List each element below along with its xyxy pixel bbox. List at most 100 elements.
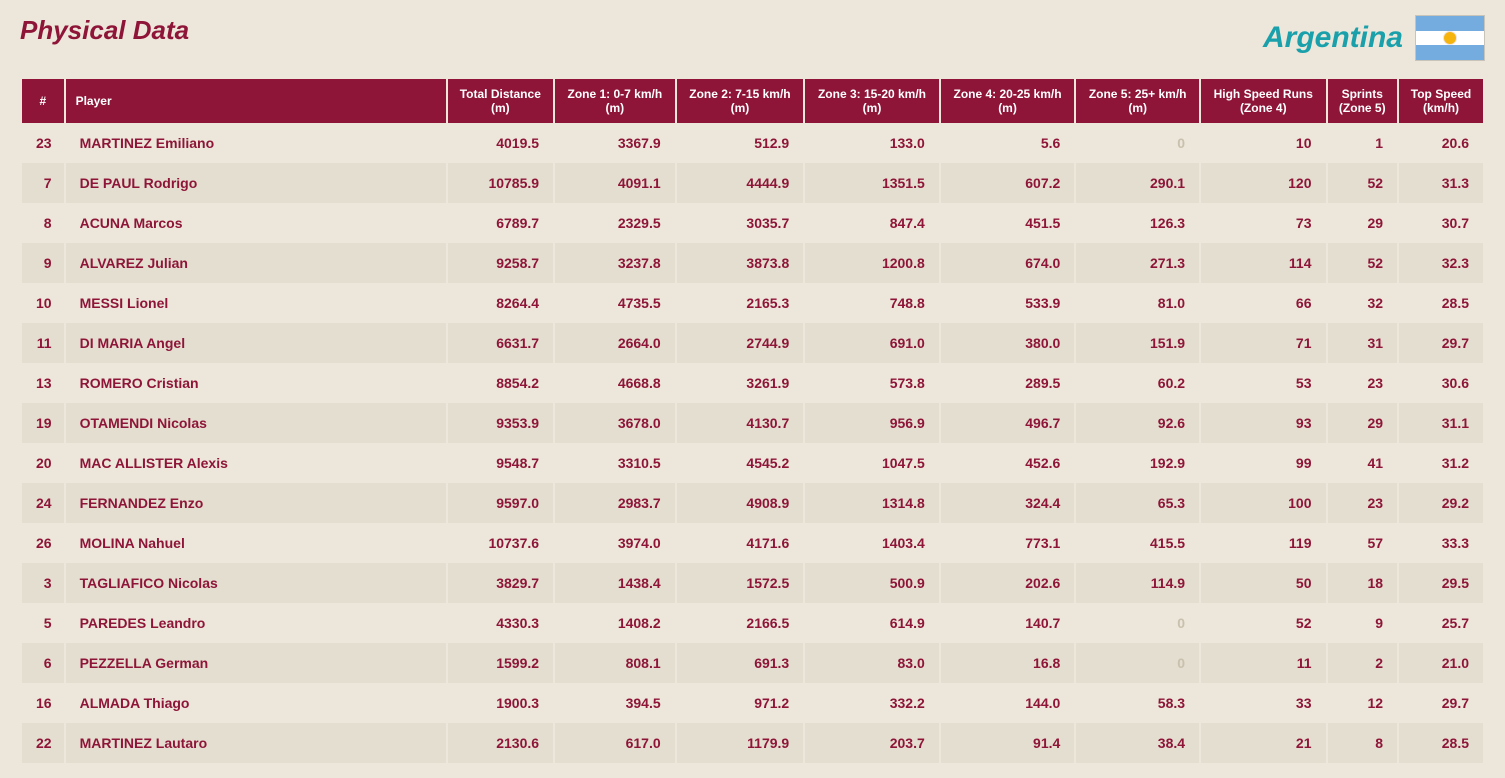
cell-hsr: 50 [1201, 563, 1325, 603]
cell-z1: 2983.7 [555, 483, 675, 523]
cell-z3: 332.2 [805, 683, 939, 723]
cell-z2: 691.3 [677, 643, 804, 683]
cell-total: 10785.9 [448, 163, 553, 203]
cell-player: DE PAUL Rodrigo [66, 163, 446, 203]
cell-player: FERNANDEZ Enzo [66, 483, 446, 523]
table-row: 5PAREDES Leandro4330.31408.22166.5614.91… [22, 603, 1483, 643]
table-row: 7DE PAUL Rodrigo10785.94091.14444.91351.… [22, 163, 1483, 203]
table-header: #PlayerTotal Distance(m)Zone 1: 0-7 km/h… [22, 79, 1483, 123]
cell-z3: 956.9 [805, 403, 939, 443]
cell-z2: 1179.9 [677, 723, 804, 763]
cell-z4: 324.4 [941, 483, 1075, 523]
cell-top: 21.0 [1399, 643, 1483, 683]
column-header-player: Player [66, 79, 446, 123]
cell-z1: 808.1 [555, 643, 675, 683]
flag-icon [1415, 15, 1485, 61]
cell-player: PAREDES Leandro [66, 603, 446, 643]
cell-z5: 65.3 [1076, 483, 1199, 523]
cell-z2: 2166.5 [677, 603, 804, 643]
cell-num: 16 [22, 683, 64, 723]
cell-z4: 674.0 [941, 243, 1075, 283]
column-header-z4: Zone 4: 20-25 km/h(m) [941, 79, 1075, 123]
cell-hsr: 21 [1201, 723, 1325, 763]
cell-num: 10 [22, 283, 64, 323]
cell-num: 6 [22, 643, 64, 683]
cell-sprints: 18 [1328, 563, 1398, 603]
cell-sprints: 29 [1328, 403, 1398, 443]
cell-z1: 3237.8 [555, 243, 675, 283]
cell-z5: 151.9 [1076, 323, 1199, 363]
cell-num: 9 [22, 243, 64, 283]
cell-sprints: 52 [1328, 163, 1398, 203]
cell-z4: 451.5 [941, 203, 1075, 243]
cell-sprints: 8 [1328, 723, 1398, 763]
cell-z5: 60.2 [1076, 363, 1199, 403]
cell-hsr: 114 [1201, 243, 1325, 283]
cell-hsr: 99 [1201, 443, 1325, 483]
cell-num: 5 [22, 603, 64, 643]
cell-z5: 114.9 [1076, 563, 1199, 603]
cell-num: 20 [22, 443, 64, 483]
cell-z3: 500.9 [805, 563, 939, 603]
cell-total: 4330.3 [448, 603, 553, 643]
column-header-sprints: Sprints(Zone 5) [1328, 79, 1398, 123]
cell-sprints: 52 [1328, 243, 1398, 283]
cell-z1: 4668.8 [555, 363, 675, 403]
cell-num: 13 [22, 363, 64, 403]
cell-z5: 58.3 [1076, 683, 1199, 723]
cell-z3: 1200.8 [805, 243, 939, 283]
cell-top: 29.5 [1399, 563, 1483, 603]
cell-z2: 971.2 [677, 683, 804, 723]
cell-player: ROMERO Cristian [66, 363, 446, 403]
cell-total: 6631.7 [448, 323, 553, 363]
cell-z1: 394.5 [555, 683, 675, 723]
cell-hsr: 100 [1201, 483, 1325, 523]
cell-top: 29.7 [1399, 683, 1483, 723]
table-row: 16ALMADA Thiago1900.3394.5971.2332.2144.… [22, 683, 1483, 723]
cell-z5: 0 [1076, 603, 1199, 643]
cell-z5: 0 [1076, 123, 1199, 163]
cell-sprints: 2 [1328, 643, 1398, 683]
column-header-top: Top Speed(km/h) [1399, 79, 1483, 123]
cell-z1: 4091.1 [555, 163, 675, 203]
cell-z2: 4545.2 [677, 443, 804, 483]
table-row: 11DI MARIA Angel6631.72664.02744.9691.03… [22, 323, 1483, 363]
table-row: 8ACUNA Marcos6789.72329.53035.7847.4451.… [22, 203, 1483, 243]
cell-z2: 2744.9 [677, 323, 804, 363]
table-row: 6PEZZELLA German1599.2808.1691.383.016.8… [22, 643, 1483, 683]
table-row: 19OTAMENDI Nicolas9353.93678.04130.7956.… [22, 403, 1483, 443]
cell-num: 23 [22, 123, 64, 163]
cell-z4: 380.0 [941, 323, 1075, 363]
cell-player: MARTINEZ Lautaro [66, 723, 446, 763]
cell-z3: 691.0 [805, 323, 939, 363]
cell-z2: 4908.9 [677, 483, 804, 523]
report-header: Physical Data Argentina [20, 15, 1485, 61]
cell-total: 9548.7 [448, 443, 553, 483]
cell-z5: 0 [1076, 643, 1199, 683]
column-header-z1: Zone 1: 0-7 km/h(m) [555, 79, 675, 123]
cell-sprints: 12 [1328, 683, 1398, 723]
cell-top: 31.2 [1399, 443, 1483, 483]
table-row: 10MESSI Lionel8264.44735.52165.3748.8533… [22, 283, 1483, 323]
cell-hsr: 33 [1201, 683, 1325, 723]
cell-player: TAGLIAFICO Nicolas [66, 563, 446, 603]
cell-z1: 3310.5 [555, 443, 675, 483]
cell-z3: 133.0 [805, 123, 939, 163]
column-header-z3: Zone 3: 15-20 km/h(m) [805, 79, 939, 123]
cell-player: PEZZELLA German [66, 643, 446, 683]
cell-hsr: 93 [1201, 403, 1325, 443]
cell-hsr: 73 [1201, 203, 1325, 243]
cell-total: 9597.0 [448, 483, 553, 523]
cell-z2: 4171.6 [677, 523, 804, 563]
cell-z5: 271.3 [1076, 243, 1199, 283]
cell-hsr: 52 [1201, 603, 1325, 643]
table-row: 20MAC ALLISTER Alexis9548.73310.54545.21… [22, 443, 1483, 483]
cell-top: 28.5 [1399, 283, 1483, 323]
cell-hsr: 66 [1201, 283, 1325, 323]
cell-z4: 5.6 [941, 123, 1075, 163]
cell-num: 11 [22, 323, 64, 363]
cell-top: 32.3 [1399, 243, 1483, 283]
column-header-total: Total Distance(m) [448, 79, 553, 123]
cell-z3: 614.9 [805, 603, 939, 643]
cell-num: 19 [22, 403, 64, 443]
